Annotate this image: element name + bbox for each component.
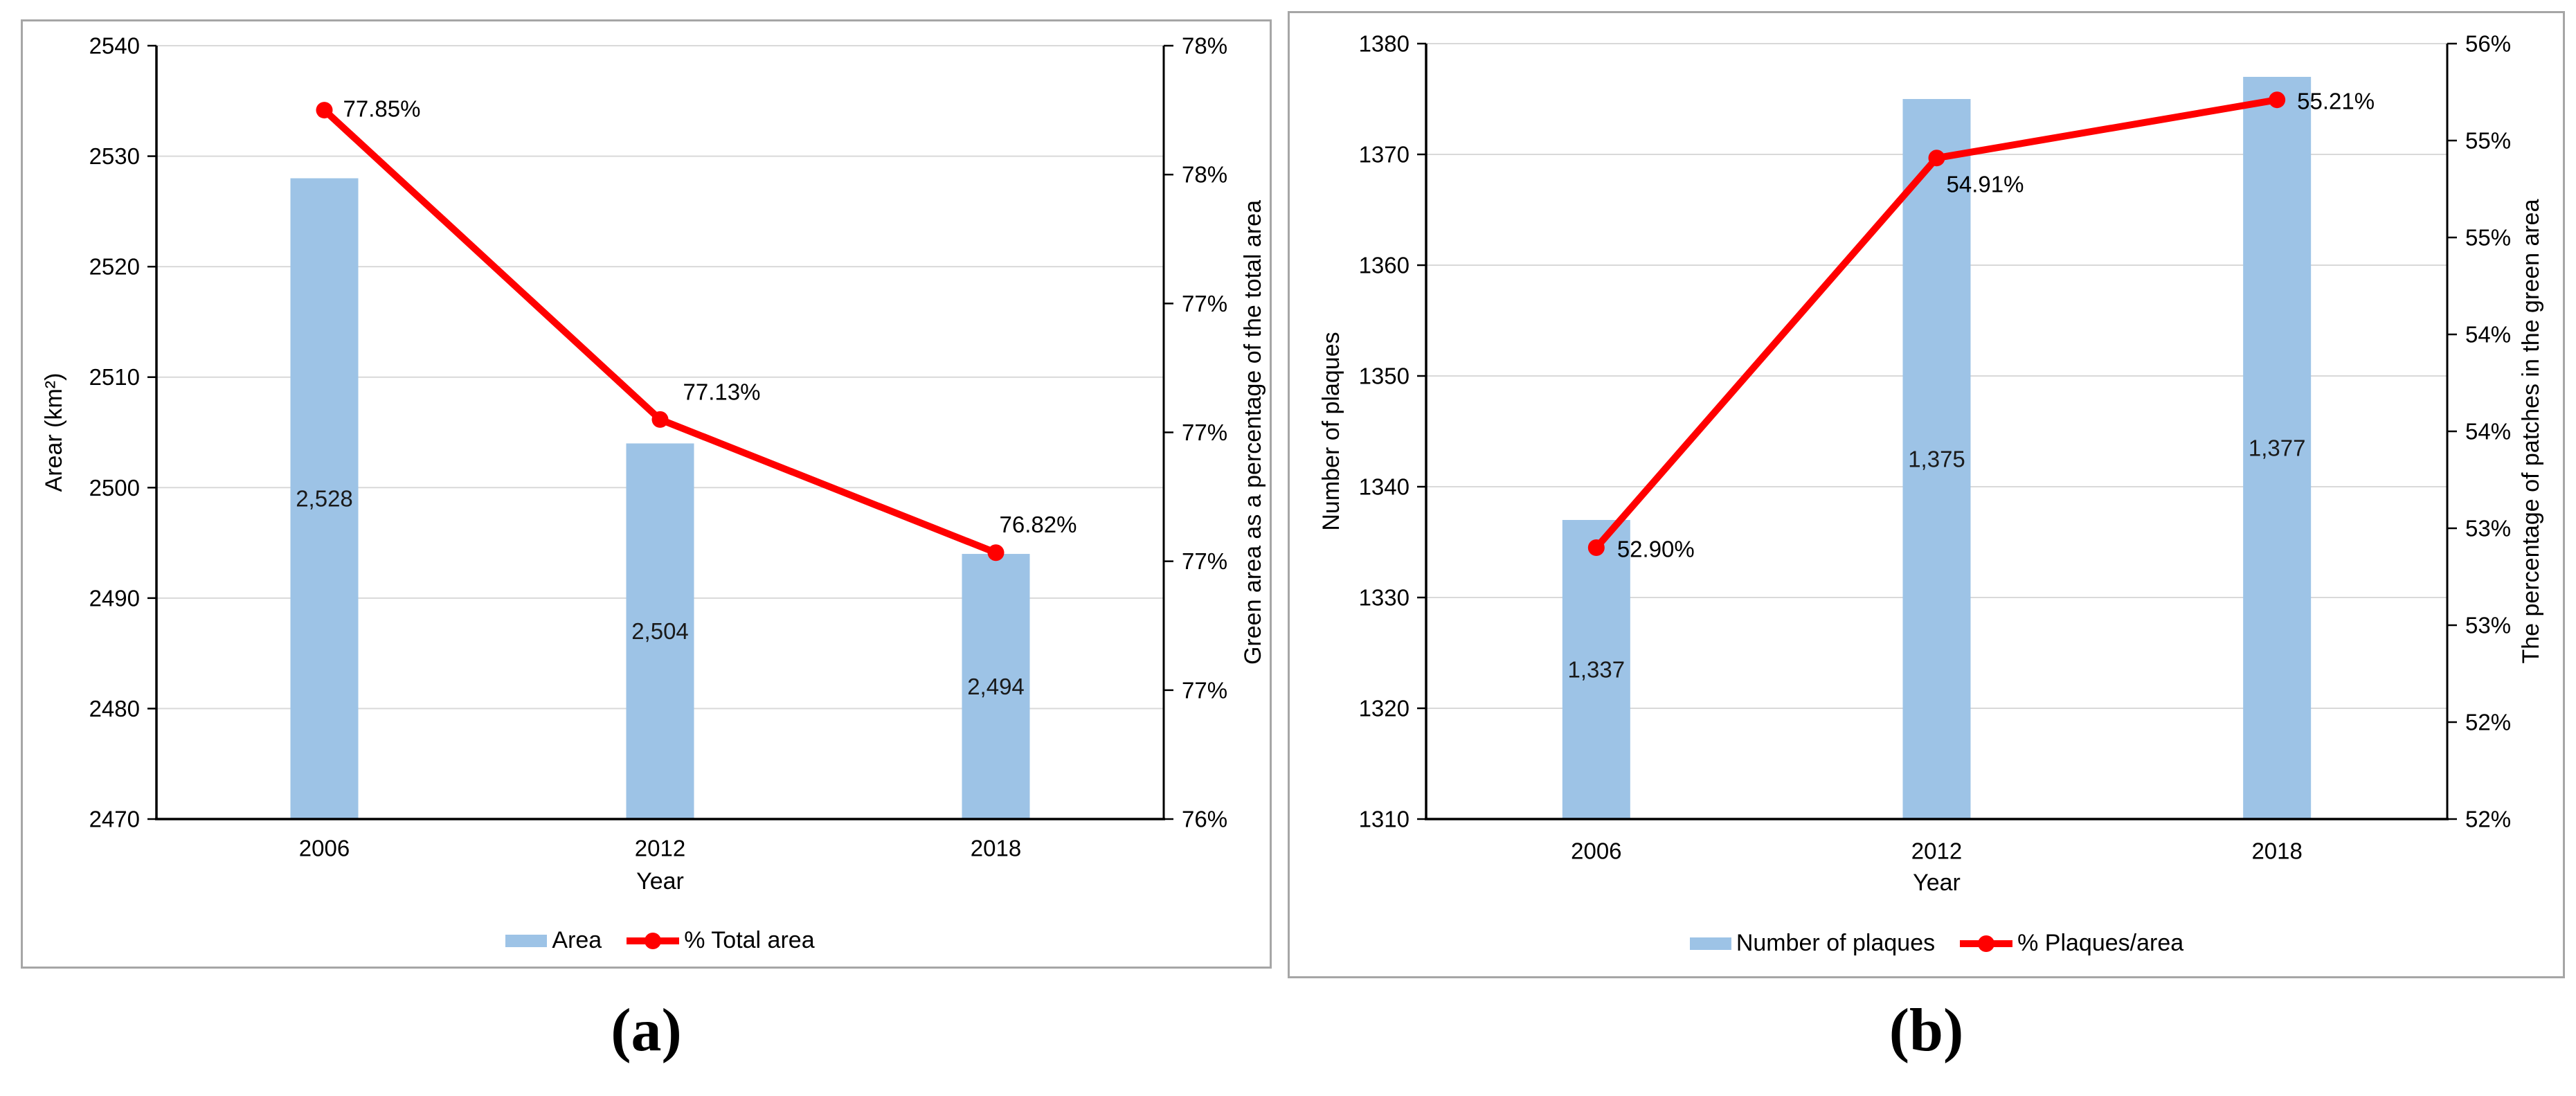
left-tick-label: 2490 [89, 585, 140, 611]
left-tick-label: 2520 [89, 254, 140, 280]
left-tick-label: 2510 [89, 364, 140, 390]
line-data-label: 77.13% [683, 379, 761, 404]
bar-data-label: 1,337 [1568, 657, 1625, 683]
x-tick-label: 2018 [971, 836, 1021, 861]
figure-panel-b: 1380 1370 1360 1350 1340 1330 1320 1310 56% 55% 55… [1288, 11, 2565, 978]
right-tick-label: 54% [2465, 419, 2511, 444]
left-tick-label: 2530 [89, 143, 140, 169]
line-data-label: 54.91% [1947, 172, 2024, 197]
line-marker [651, 411, 669, 428]
left-tick-label: 1370 [1359, 142, 1409, 168]
bar-data-label: 1,377 [2249, 435, 2306, 461]
right-tick-label: 55% [2465, 225, 2511, 251]
line-marker [1587, 539, 1605, 556]
legend-line-marker-icon [1960, 935, 2013, 953]
line-data-label: 76.82% [1000, 512, 1077, 537]
legend-label: % Plaques/area [2017, 930, 2184, 956]
left-tick-label: 1340 [1359, 474, 1409, 500]
legend-label: Number of plaques [1736, 930, 1936, 956]
legend-item-line: % Plaques/area [1960, 930, 2183, 957]
line-marker [1928, 150, 1945, 167]
right-tick-label: 53% [2465, 516, 2511, 541]
bar [2243, 77, 2312, 819]
bar-data-label: 2,494 [967, 674, 1025, 699]
line-data-label: 55.21% [2297, 89, 2375, 114]
right-tick-label: 54% [2465, 322, 2511, 348]
right-tick-label: 77% [1182, 291, 1227, 316]
right-tick-label: 76% [1182, 807, 1227, 832]
panel-caption-a: (a) [611, 997, 682, 1064]
figure-panel-a: 2540 2530 2520 2510 2500 2490 2480 2470 78% 78% 77… [21, 19, 1272, 969]
right-tick-label: 77% [1182, 420, 1227, 445]
bar [290, 178, 359, 819]
chart-legend: Area % Total area [156, 927, 1164, 954]
line-marker [987, 544, 1005, 562]
chart-legend: Number of plaques % Plaques/area [1426, 930, 2447, 957]
bar-data-label: 2,504 [631, 618, 689, 644]
right-tick-label: 53% [2465, 613, 2511, 638]
x-tick-label: 2012 [1911, 838, 1962, 864]
bar [1902, 99, 1971, 819]
bar-data-label: 1,375 [1908, 447, 1965, 472]
right-tick-label: 55% [2465, 128, 2511, 154]
x-axis-title: Year [1913, 870, 1961, 896]
left-tick-label: 1330 [1359, 585, 1409, 611]
legend-bar-swatch-icon [1689, 937, 1731, 950]
right-tick-label: 52% [2465, 710, 2511, 735]
right-axis-title: Green area as a percentage of the total … [1240, 200, 1266, 665]
line-data-label: 52.90% [1617, 537, 1695, 562]
right-tick-label: 56% [2465, 31, 2511, 57]
combo-chart-b: 1380 1370 1360 1350 1340 1330 1320 1310 56% 55% 55… [1318, 31, 2544, 897]
right-tick-label: 78% [1182, 33, 1227, 59]
bar [1562, 520, 1630, 819]
left-tick-label: 1350 [1359, 363, 1409, 389]
legend-bar-swatch-icon [505, 934, 548, 947]
bar [962, 554, 1030, 819]
line-marker [316, 102, 333, 119]
left-tick-label: 1320 [1359, 696, 1409, 721]
x-tick-label: 2012 [635, 836, 685, 861]
legend-label: % Total area [684, 927, 815, 953]
right-tick-label: 77% [1182, 548, 1227, 574]
left-axis-title: Arear (km²) [41, 373, 67, 492]
left-tick-label: 1310 [1359, 807, 1409, 832]
panel-caption-b: (b) [1889, 997, 1964, 1064]
right-tick-label: 77% [1182, 677, 1227, 703]
left-tick-label: 2540 [89, 33, 140, 59]
legend-line-marker-icon [627, 932, 680, 950]
left-tick-label: 2500 [89, 475, 140, 501]
right-tick-label: 52% [2465, 807, 2511, 832]
combo-chart-a: 2540 2530 2520 2510 2500 2490 2480 2470 78% 78% 77… [41, 33, 1266, 895]
bar-data-label: 2,528 [296, 486, 353, 512]
line-marker [2269, 91, 2286, 109]
right-axis-title: The percentage of patches in the green a… [2518, 199, 2544, 663]
line-data-label: 77.85% [343, 96, 421, 122]
left-tick-label: 1360 [1359, 253, 1409, 278]
x-tick-label: 2006 [299, 836, 350, 861]
legend-item-bar: Number of plaques [1689, 930, 1936, 957]
left-tick-label: 2480 [89, 696, 140, 721]
left-tick-label: 1380 [1359, 31, 1409, 57]
bar [626, 443, 694, 819]
legend-item-bar: Area [505, 927, 602, 954]
x-tick-label: 2018 [2251, 838, 2302, 864]
legend-item-line: % Total area [627, 927, 815, 954]
x-axis-title: Year [636, 868, 684, 895]
x-tick-label: 2006 [1571, 838, 1621, 864]
left-axis-title: Number of plaques [1318, 332, 1344, 530]
legend-label: Area [552, 927, 602, 953]
left-tick-label: 2470 [89, 807, 140, 832]
right-tick-label: 78% [1182, 162, 1227, 188]
